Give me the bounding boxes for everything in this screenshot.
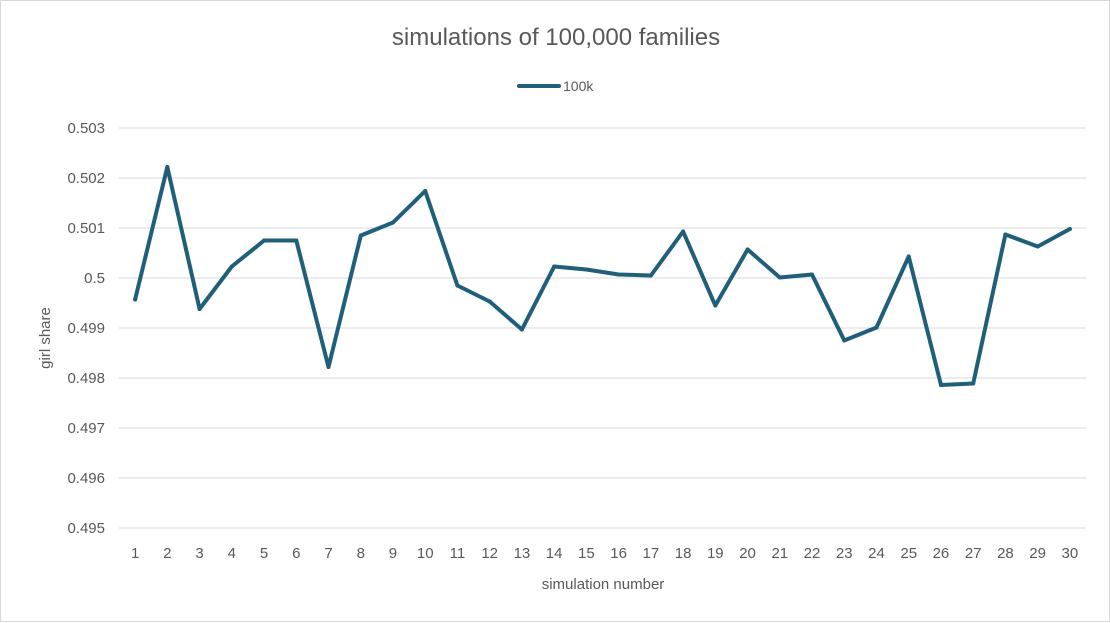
data-point (423, 189, 428, 193)
y-axis-label: girl share (37, 307, 54, 369)
x-tick-label: 1 (131, 545, 139, 562)
y-tick-label: 0.496 (67, 470, 105, 487)
data-point (262, 238, 267, 243)
y-tick-label: 0.495 (67, 520, 105, 537)
data-point (1003, 232, 1008, 237)
x-tick-label: 2 (163, 545, 171, 562)
x-tick-label: 5 (260, 545, 268, 562)
x-tick-label: 17 (643, 545, 660, 562)
data-point (648, 273, 653, 278)
data-point (1035, 244, 1040, 249)
data-point (745, 247, 750, 252)
data-point (390, 220, 395, 225)
data-point (681, 229, 686, 234)
data-point (842, 338, 847, 343)
x-tick-label: 28 (997, 545, 1014, 562)
data-point (810, 272, 815, 277)
legend-label: 100k (563, 78, 594, 94)
x-tick-label: 20 (739, 545, 756, 562)
x-tick-label: 19 (707, 545, 724, 562)
x-tick-label: 26 (933, 545, 950, 562)
x-axis-ticks: 1 2 3 4 5 6 7 8 9 10 11 12 13 14 15 16 17 18 19 20 21 22 23 24 2… (131, 545, 1078, 562)
data-point (971, 381, 976, 386)
legend: 100k (517, 78, 594, 94)
x-tick-label: 18 (675, 545, 692, 562)
x-tick-label: 13 (514, 545, 531, 562)
x-tick-label: 14 (546, 545, 563, 562)
data-point (938, 383, 943, 387)
data-point (133, 297, 138, 302)
x-tick-label: 6 (292, 545, 300, 562)
data-point (616, 272, 621, 277)
data-point (229, 264, 234, 269)
data-point (519, 327, 524, 332)
data-point (584, 267, 589, 272)
x-tick-label: 10 (417, 545, 434, 562)
y-tick-label: 0.501 (67, 220, 105, 237)
y-tick-label: 0.498 (67, 370, 105, 387)
chart-title: simulations of 100,000 families (392, 24, 720, 51)
x-tick-label: 25 (900, 545, 917, 562)
x-tick-label: 30 (1062, 545, 1079, 562)
x-tick-label: 29 (1029, 545, 1046, 562)
y-tick-label: 0.499 (67, 320, 105, 337)
x-tick-label: 23 (836, 545, 853, 562)
x-tick-label: 8 (357, 545, 365, 562)
data-point (358, 233, 363, 238)
data-point (165, 165, 170, 169)
data-point (874, 325, 879, 330)
x-axis-label: simulation number (542, 576, 665, 593)
data-point (326, 365, 331, 369)
data-point (552, 264, 557, 269)
x-tick-label: 22 (804, 545, 821, 562)
x-tick-label: 16 (610, 545, 627, 562)
x-tick-label: 15 (578, 545, 595, 562)
y-axis-ticks: 0.495 0.496 0.497 0.498 0.499 0.5 0.501 0.502 0.… (67, 120, 105, 537)
gridlines (119, 127, 1086, 529)
data-point (455, 283, 460, 288)
y-tick-label: 0.503 (67, 120, 105, 137)
x-tick-label: 9 (389, 545, 397, 562)
series-layer (133, 165, 1072, 387)
x-tick-label: 3 (195, 545, 203, 562)
x-tick-label: 4 (228, 545, 236, 562)
x-tick-label: 24 (868, 545, 885, 562)
series-line-100k (133, 165, 1072, 387)
x-tick-label: 7 (324, 545, 332, 562)
y-tick-label: 0.5 (84, 270, 105, 287)
data-point (197, 307, 202, 311)
data-point (906, 254, 911, 259)
x-tick-label: 11 (450, 545, 466, 562)
data-point (713, 303, 718, 308)
y-tick-label: 0.497 (67, 420, 105, 437)
data-point (487, 299, 492, 304)
x-tick-label: 27 (965, 545, 982, 562)
x-tick-label: 12 (481, 545, 498, 562)
y-tick-label: 0.502 (67, 170, 105, 187)
data-point (777, 275, 782, 280)
data-point (294, 238, 299, 243)
data-point (1067, 227, 1072, 231)
x-tick-label: 21 (771, 545, 788, 562)
